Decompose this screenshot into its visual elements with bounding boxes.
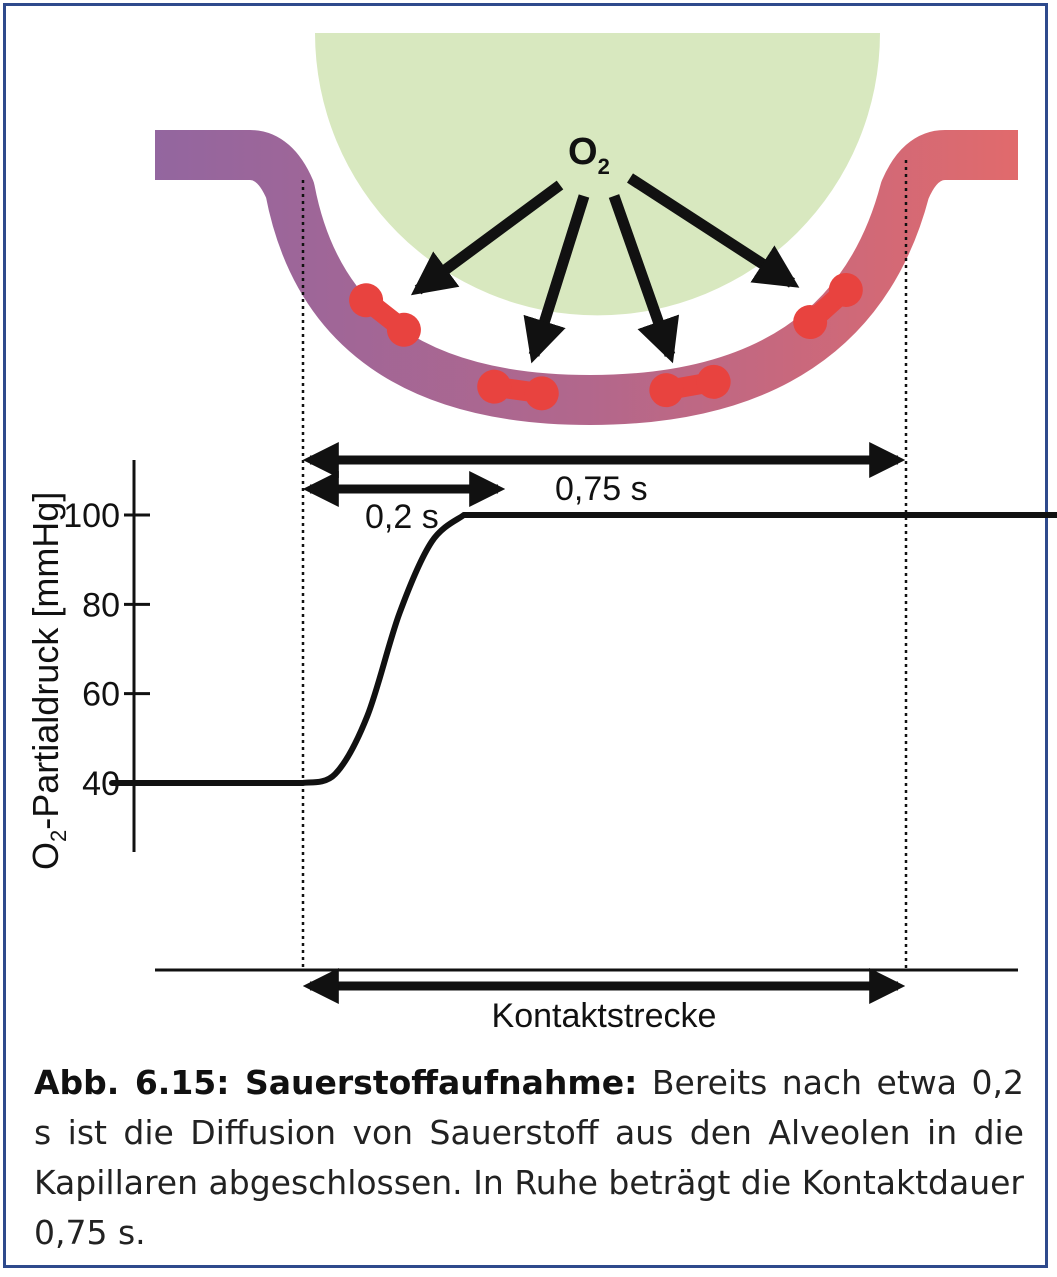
duration-long-label: 0,75 s [555,470,648,508]
erythrocyte-1 [349,283,421,347]
diffusion-arrow-1 [410,180,564,296]
y-axis-label: O2-Partialdruck [mmHg] [25,492,71,870]
gas-label: O2 [568,131,610,179]
duration-short-label: 0,2 s [365,498,439,536]
diffusion-arrow-2 [523,194,590,364]
diffusion-arrow-3 [608,194,680,364]
y-tick-label-60: 60 [82,676,120,714]
diffusion-arrow-4 [627,173,800,288]
y-tick-label-100: 100 [63,497,120,535]
erythrocyte-2 [477,369,559,411]
contact-label: Kontaktstrecke [492,997,717,1035]
caption-text: Bereits nach etwa 0,2 s ist die Diffusio… [34,1063,1024,1252]
partial-pressure-curve [109,512,1057,786]
erythrocyte-3 [649,364,731,408]
erythrocyte-4 [793,272,863,340]
caption: Abb. 6.15: Sauerstoffaufnahme: Bereits n… [34,1058,1024,1258]
caption-label: Abb. 6.15: Sauerstoffaufnahme: [34,1063,638,1102]
diffusion-arrows [410,173,800,364]
y-tick-label-80: 80 [82,586,120,624]
